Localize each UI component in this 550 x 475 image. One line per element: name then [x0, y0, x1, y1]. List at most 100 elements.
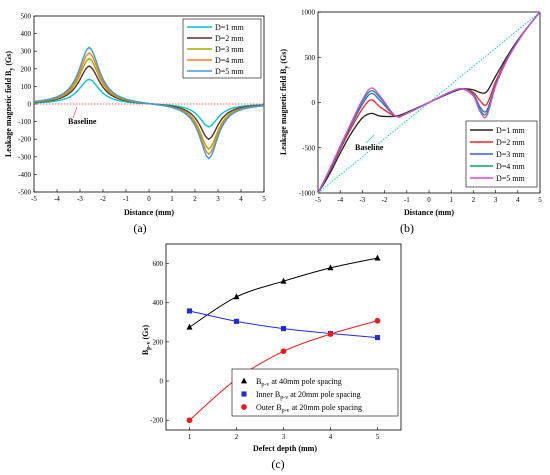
chart-c-data-point [186, 323, 193, 330]
chart-c-data-point [374, 317, 381, 324]
chart-c-legend-marker [241, 404, 247, 410]
chart-c-xtick-label: 3 [282, 433, 286, 441]
chart-c-legend-marker [241, 377, 247, 384]
chart-a-peak-point [88, 57, 90, 60]
chart-b-legend-label: D=5 mm [496, 174, 526, 183]
chart-a-xtick-label: 1 [170, 195, 174, 203]
chart-c-data-point [327, 264, 334, 271]
chart-b-ylabel: Leakage magnetic field By (Gs) [279, 49, 290, 155]
chart-a-legend-label: D=1 mm [215, 23, 245, 32]
chart-a-trough-point [208, 138, 210, 140]
chart-c-data-point [233, 318, 240, 324]
chart-a-ytick-label: -500 [18, 189, 31, 197]
chart-b-xtick-label: -4 [337, 196, 343, 204]
chart-b-baseline-annotation: Baseline [355, 143, 384, 152]
chart-a-xtick-label: 2 [193, 195, 197, 203]
chart-b-legend-label: D=4 mm [496, 162, 526, 171]
chart-b-ytick-label: 0 [312, 99, 316, 107]
chart-c-xtick-label: 4 [329, 433, 333, 441]
chart-a-xtick-label: 3 [216, 195, 220, 203]
chart-a-xtick-label: -4 [54, 195, 60, 203]
chart-c-legend-label: Outer Bp-v at 20mm pole spacing [256, 403, 362, 414]
chart-c-data-point [327, 331, 334, 337]
chart-b-legend: D=1 mm D=2 mm D=3 mm D=4 mm D=5 mm [465, 120, 538, 188]
chart-c-ytick-label: 200 [153, 338, 164, 346]
chart-b-panel-label: (b) [400, 221, 414, 235]
chart-a-legend-label: D=4 mm [215, 56, 245, 65]
chart-a-peak-point [88, 78, 90, 81]
chart-a-legend-label: D=2 mm [215, 34, 245, 43]
chart-c-ytick-label: 400 [153, 299, 164, 307]
chart-b-series-line [317, 11, 541, 194]
chart-c-ylabel: Bp-v (Gs) [141, 324, 152, 355]
chart-a-xtick-label: 5 [262, 195, 266, 203]
chart-c-data-point [374, 254, 381, 261]
chart-a-ytick-label: -300 [18, 153, 31, 161]
chart-a-legend-label: D=5 mm [215, 67, 245, 76]
chart-a-peak-point [88, 52, 90, 54]
chart-a-ytick-label: 300 [21, 48, 32, 56]
chart-a-legend-label: D=3 mm [215, 45, 245, 54]
chart-a-xlabel: Distance (mm) [124, 208, 174, 217]
chart-b-ytick-label: -1000 [299, 190, 316, 198]
chart-c-data-point [186, 417, 193, 424]
chart-a-ytick-label: -100 [18, 118, 31, 126]
chart-c-data-point [233, 293, 240, 300]
chart-b-xtick-label: -5 [315, 196, 321, 204]
chart-c-ytick-label: 600 [153, 260, 164, 268]
chart-b-xtick-label: 3 [494, 196, 498, 204]
chart-a-ytick-label: 400 [21, 30, 32, 38]
chart-b-xtick-label: 4 [516, 196, 520, 204]
chart-a-xtick-label: 0 [147, 195, 151, 203]
chart-b-xtick-label: 1 [449, 196, 453, 204]
chart-c-xtick-label: 2 [235, 433, 239, 441]
chart-c-ytick-label: -200 [150, 417, 163, 425]
chart-a-annotation-pointer [72, 106, 78, 119]
chart-a-trough-point [208, 153, 210, 155]
chart-a-legend: D=1 mm D=2 mm D=3 mm D=4 mm D=5 mm [182, 18, 262, 79]
chart-a-xtick-label: -3 [77, 195, 83, 203]
chart-a: -5 -4 -3 -2 -1 0 1 2 3 4 5 -500 -400 -300 -200 -100 0 100… [4, 13, 266, 236]
chart-c-legend-label: Bp-v at 40mm pole spacing [256, 377, 342, 388]
chart-a-ytick-label: -200 [18, 136, 31, 144]
chart-c-legend-box [231, 368, 399, 417]
chart-b: -5 -4 -3 -2 -1 0 1 2 3 4 5 -1000 -500 0 500 1000 Distan… [279, 9, 542, 236]
chart-c-xlabel: Defect depth (mm) [253, 444, 317, 453]
chart-b-legend-label: D=1 mm [496, 126, 526, 135]
chart-a-ytick-label: 200 [21, 65, 32, 73]
chart-a-ytick-label: 500 [21, 13, 32, 21]
chart-b-xtick-label: -3 [359, 196, 365, 204]
chart-a-peak-point [88, 46, 90, 49]
chart-a-trough-point [208, 148, 210, 150]
chart-c-data-point [280, 326, 287, 332]
chart-b-legend-label: D=2 mm [496, 138, 526, 147]
chart-a-xtick-label: 4 [239, 195, 243, 203]
chart-a-series-line [33, 47, 265, 159]
chart-a-peak-point [88, 65, 90, 67]
chart-b-xtick-label: 5 [538, 196, 542, 204]
chart-b-ytick-label: -500 [302, 144, 315, 152]
chart-c-ytick-label: 0 [160, 378, 164, 386]
chart-c-data-point [280, 277, 287, 284]
chart-a-ytick-label: 0 [28, 101, 32, 109]
chart-b-xtick-label: -2 [382, 196, 388, 204]
chart-a-trough-point [208, 126, 210, 128]
chart-a-trough-point [208, 157, 210, 160]
chart-a-baseline-annotation: Baseline [68, 117, 97, 126]
chart-b-xtick-label: 0 [427, 196, 431, 204]
chart-b-legend-label: D=3 mm [496, 150, 526, 159]
chart-a-xtick-label: -2 [100, 195, 106, 203]
chart-a-ytick-label: -400 [18, 171, 31, 179]
chart-a-panel-label: (a) [133, 221, 146, 235]
chart-b-annotation-pointer [365, 134, 375, 144]
chart-c-xtick-label: 5 [376, 433, 380, 441]
chart-a-xtick-label: -1 [123, 195, 129, 203]
chart-c-xtick-label: 1 [188, 433, 192, 441]
chart-b-xtick-label: -1 [404, 196, 410, 204]
chart-c: 1 2 3 4 5 -200 0 200 400 600 Defect depth (mm) Bp… [141, 243, 402, 471]
chart-c-legend-label: Inner Bp-v at 20mm pole spacing [256, 390, 361, 401]
chart-b-ytick-label: 500 [305, 54, 316, 62]
chart-c-data-point [374, 335, 381, 341]
chart-c-panel-label: (c) [271, 457, 284, 471]
